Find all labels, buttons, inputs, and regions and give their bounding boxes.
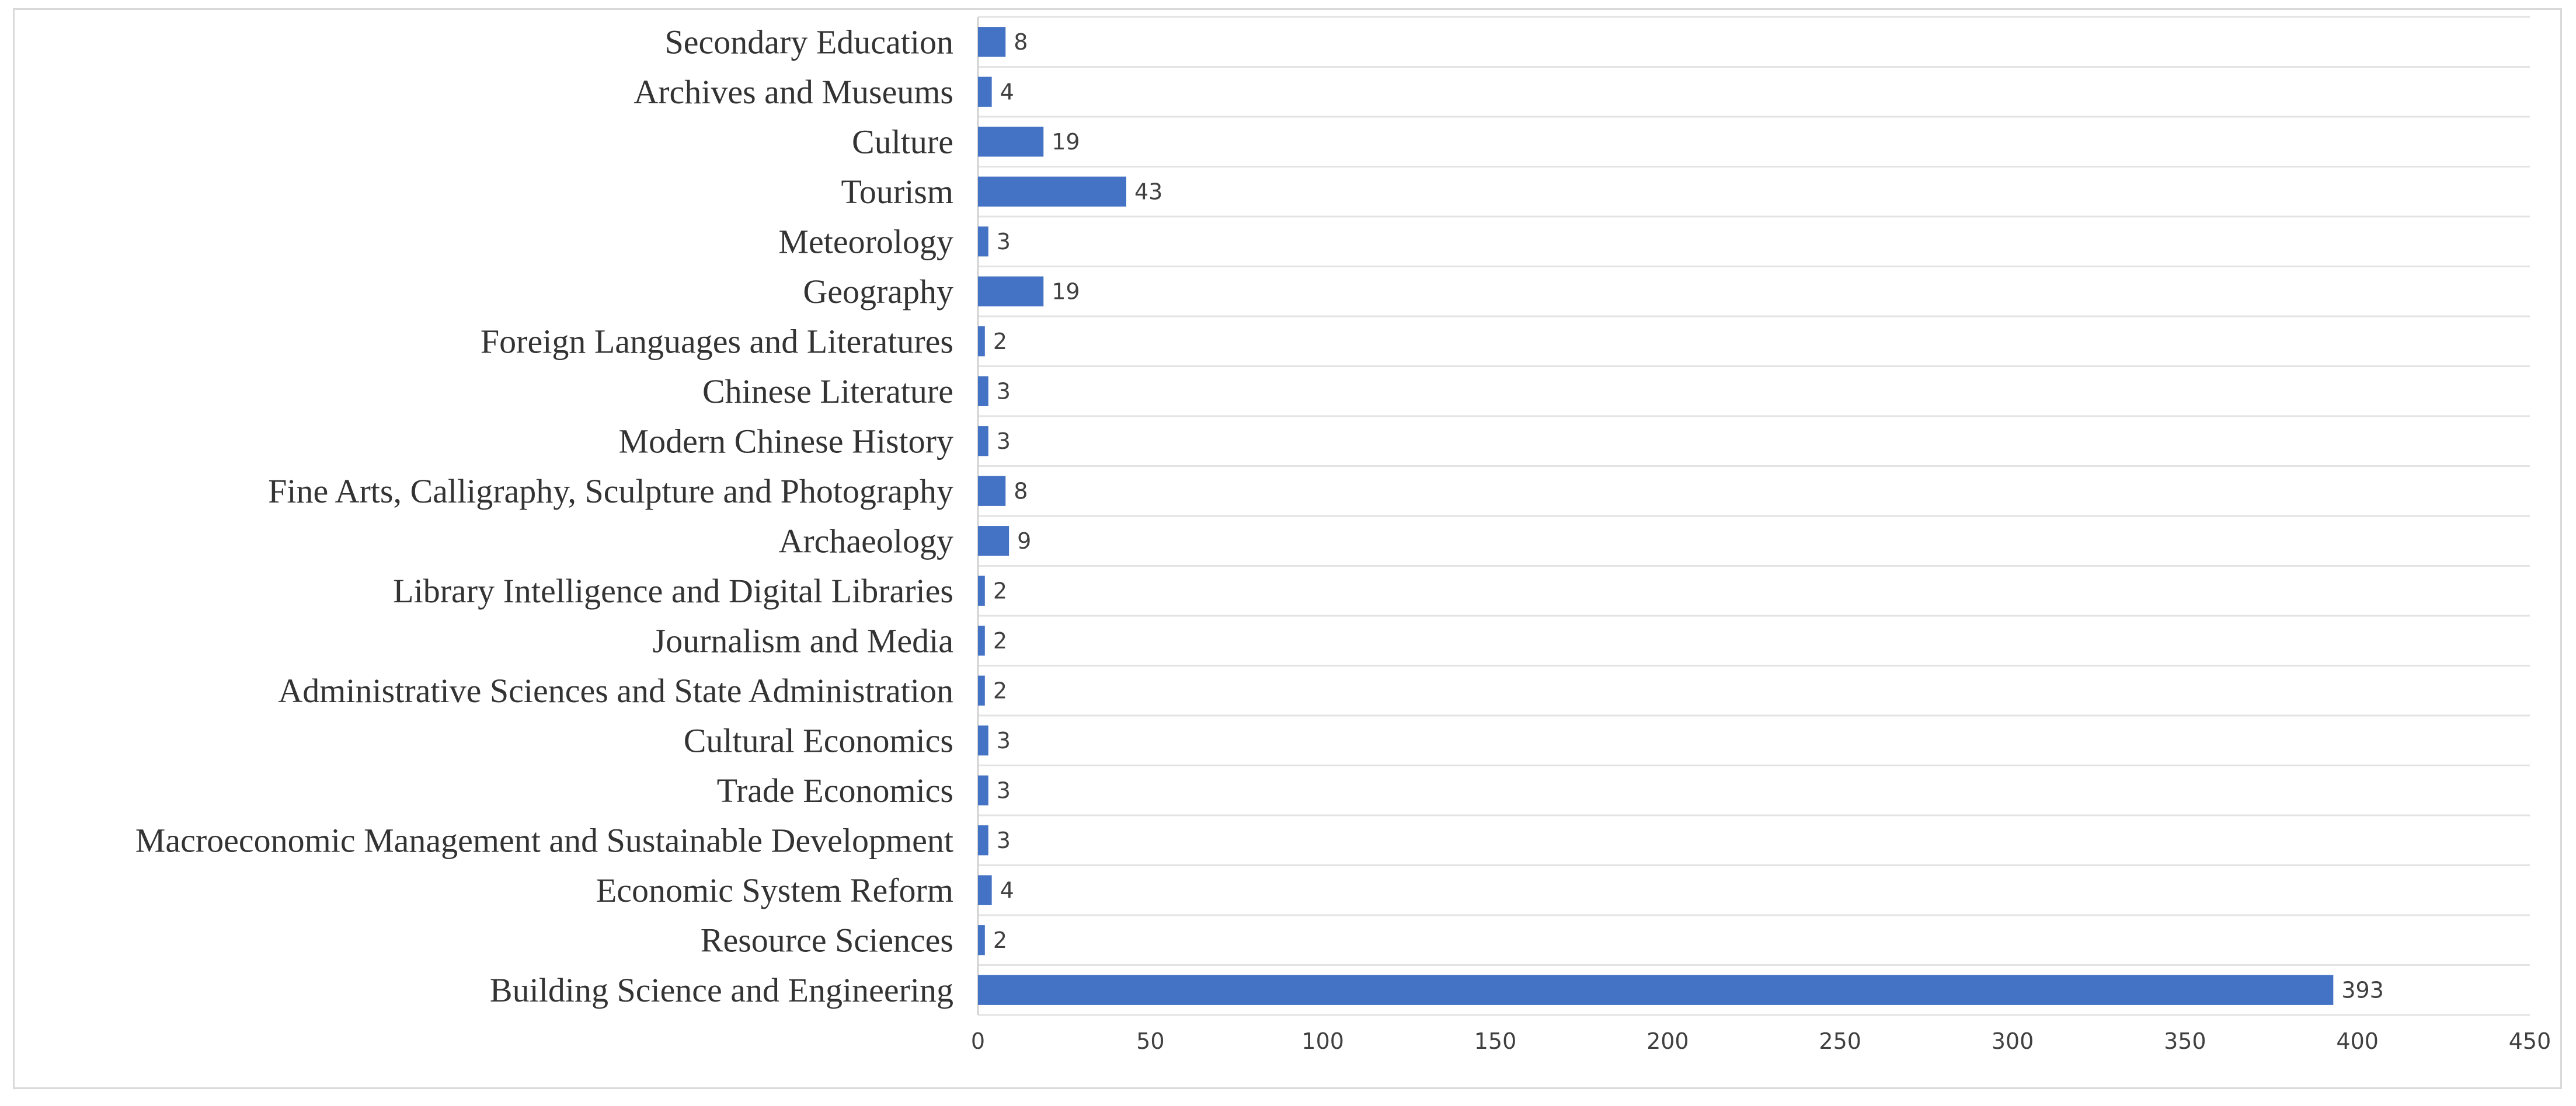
bar-12 — [978, 626, 985, 656]
category-label-2: Culture — [852, 123, 953, 161]
category-label-1: Archives and Museums — [633, 73, 953, 111]
category-label-4: Meteorology — [778, 222, 953, 260]
category-labels: Secondary Education Archives and Museums C… — [135, 23, 953, 1009]
x-tick-label-8: 400 — [2336, 1028, 2379, 1054]
category-label-8: Modern Chinese History — [619, 422, 954, 460]
bar-17 — [978, 875, 992, 905]
data-label-15: 3 — [997, 777, 1011, 803]
category-label-15: Trade Economics — [717, 772, 953, 810]
category-label-5: Geography — [803, 273, 953, 310]
bar-9 — [978, 476, 1006, 506]
bar-18 — [978, 925, 985, 955]
x-tick-label-1: 50 — [1136, 1028, 1164, 1054]
bar-7 — [978, 376, 988, 406]
x-tick-label-2: 100 — [1301, 1028, 1344, 1054]
data-label-12: 2 — [993, 628, 1007, 654]
data-label-18: 2 — [993, 927, 1007, 953]
bar-8 — [978, 426, 988, 456]
x-tick-label-9: 450 — [2509, 1028, 2551, 1054]
x-tick-label-7: 350 — [2164, 1028, 2206, 1054]
category-label-14: Cultural Economics — [684, 721, 953, 759]
bar-11 — [978, 575, 985, 606]
x-axis-tick-labels: 0 50 100 150 200 250 300 350 400 450 — [971, 1028, 2551, 1054]
bar-1 — [978, 76, 992, 107]
data-label-6: 2 — [993, 329, 1007, 354]
bars — [978, 27, 2334, 1005]
gridlines — [977, 16, 2530, 1016]
bar-4 — [978, 226, 988, 257]
chart-frame: Secondary Education Archives and Museums C… — [13, 8, 2562, 1089]
category-label-16: Macroeconomic Management and Sustainable… — [135, 821, 953, 859]
data-label-4: 3 — [997, 229, 1011, 254]
bar-2 — [978, 127, 1044, 157]
bar-10 — [978, 526, 1009, 556]
data-label-8: 3 — [997, 428, 1011, 454]
x-tick-label-0: 0 — [971, 1028, 985, 1054]
data-label-3: 43 — [1134, 179, 1162, 204]
data-label-2: 19 — [1052, 129, 1080, 155]
data-label-9: 8 — [1014, 478, 1028, 504]
data-label-14: 3 — [997, 728, 1011, 753]
data-label-0: 8 — [1014, 29, 1028, 55]
data-label-19: 393 — [2341, 977, 2384, 1003]
category-label-10: Archaeology — [778, 522, 953, 560]
bar-16 — [978, 825, 988, 856]
bar-15 — [978, 775, 988, 805]
data-label-1: 4 — [1000, 79, 1014, 104]
bar-5 — [978, 276, 1044, 306]
data-label-10: 9 — [1017, 528, 1031, 554]
data-label-7: 3 — [997, 378, 1011, 404]
category-label-7: Chinese Literature — [702, 372, 953, 410]
bar-14 — [978, 725, 988, 756]
x-tick-label-3: 150 — [1474, 1028, 1517, 1054]
category-label-6: Foreign Languages and Literatures — [481, 322, 953, 360]
data-label-17: 4 — [1000, 877, 1014, 903]
bar-6 — [978, 326, 985, 357]
category-label-0: Secondary Education — [665, 23, 953, 61]
x-tick-label-5: 250 — [1819, 1028, 1861, 1054]
bar-13 — [978, 675, 985, 706]
category-label-13: Administrative Sciences and State Admini… — [278, 672, 953, 710]
bar-0 — [978, 27, 1006, 57]
x-tick-label-4: 200 — [1646, 1028, 1689, 1054]
category-label-12: Journalism and Media — [653, 622, 953, 660]
category-label-3: Tourism — [841, 173, 954, 211]
category-label-9: Fine Arts, Calligraphy, Sculpture and Ph… — [268, 472, 953, 510]
bar-chart: Secondary Education Archives and Museums C… — [135, 16, 2551, 1054]
bar-3 — [978, 176, 1126, 207]
data-label-16: 3 — [997, 828, 1011, 853]
x-tick-label-6: 300 — [1992, 1028, 2034, 1054]
category-label-18: Resource Sciences — [701, 921, 953, 959]
category-label-17: Economic System Reform — [596, 871, 953, 909]
data-label-11: 2 — [993, 578, 1007, 603]
bar-19 — [978, 975, 2334, 1005]
data-label-13: 2 — [993, 678, 1007, 703]
category-label-19: Building Science and Engineering — [490, 971, 953, 1009]
data-label-5: 19 — [1052, 278, 1080, 304]
category-label-11: Library Intelligence and Digital Librari… — [393, 572, 953, 610]
